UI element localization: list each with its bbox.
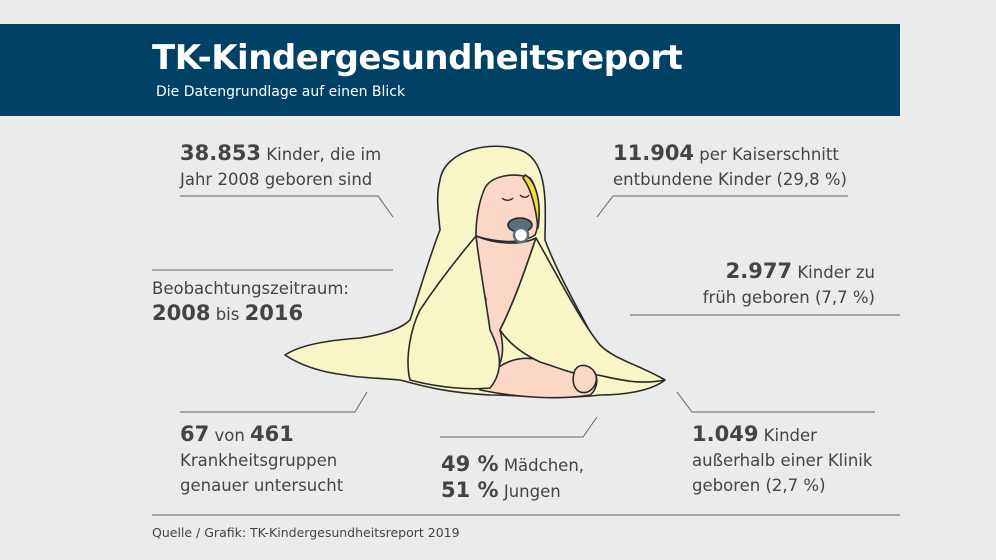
boys-label: Jungen (498, 482, 561, 501)
girls-percent: 49 % (441, 452, 499, 476)
fact-births: 38.853 Kinder, die im Jahr 2008 geboren … (180, 141, 381, 192)
outside-text-3: geboren (2,7 %) (692, 476, 826, 495)
diseases-text-1: Krankheitsgruppen (180, 451, 338, 470)
births-number: 38.853 (180, 141, 262, 165)
caesarean-number: 11.904 (613, 141, 695, 165)
premature-number: 2.977 (725, 259, 793, 283)
period-to: 2016 (244, 301, 304, 325)
diseases-number-2: 461 (250, 422, 294, 446)
baby-foot (572, 364, 598, 394)
pacifier-ring (512, 226, 530, 244)
header-banner: TK-Kindergesundheitsreport Die Datengrun… (0, 24, 900, 116)
connector-diseases (180, 391, 368, 413)
page-subtitle: Die Datengrundlage auf einen Blick (156, 84, 406, 100)
source-note: Quelle / Grafik: TK-Kindergesundheitsrep… (152, 525, 460, 540)
outside-text: Kinder (758, 426, 817, 445)
premature-text-2: früh geboren (7,7 %) (702, 288, 875, 307)
births-text-2: Jahr 2008 geboren sind (180, 170, 373, 189)
fact-premature: 2.977 Kinder zu früh geboren (7,7 %) (703, 259, 875, 310)
hair (522, 174, 540, 229)
connector-gender (440, 416, 598, 438)
fact-caesarean: 11.904 per Kaiserschnitt entbundene Kind… (613, 141, 847, 192)
fact-period: Beobachtungszeitraum: 2008 bis 2016 (152, 276, 349, 327)
fact-diseases: 67 von 461 Krankheitsgruppen genauer unt… (180, 422, 343, 498)
fact-gender: 49 % Mädchen, 51 % Jungen (441, 452, 584, 504)
diseases-mid: von (209, 426, 251, 445)
outside-number: 1.049 (692, 422, 759, 446)
births-text: Kinder, die im (261, 145, 382, 164)
page-title: TK-Kindergesundheitsreport (152, 38, 683, 78)
connector-caesarean (596, 195, 848, 218)
diseases-number-1: 67 (180, 422, 210, 446)
period-from: 2008 (152, 301, 211, 325)
girls-label: Mädchen, (498, 456, 585, 475)
baby-illustration (284, 145, 666, 399)
boys-percent: 51 % (441, 478, 499, 502)
outside-text-2: außerhalb einer Klinik (692, 451, 873, 470)
caesarean-text: per Kaiserschnitt (694, 145, 839, 164)
diseases-text-2: genauer untersucht (180, 476, 344, 495)
connector-outside (676, 391, 875, 413)
period-mid: bis (210, 305, 245, 324)
period-label: Beobachtungszeitraum: (152, 279, 349, 298)
eye-right (519, 194, 530, 198)
eye-left (501, 197, 514, 201)
fact-outside-clinic: 1.049 Kinder außerhalb einer Klinik gebo… (692, 422, 872, 498)
towel-left-fold (407, 235, 501, 390)
premature-text: Kinder zu (792, 263, 875, 282)
connector-births (180, 195, 394, 218)
towel-front (499, 237, 666, 383)
caesarean-text-2: entbundene Kinder (29,8 %) (613, 170, 847, 189)
